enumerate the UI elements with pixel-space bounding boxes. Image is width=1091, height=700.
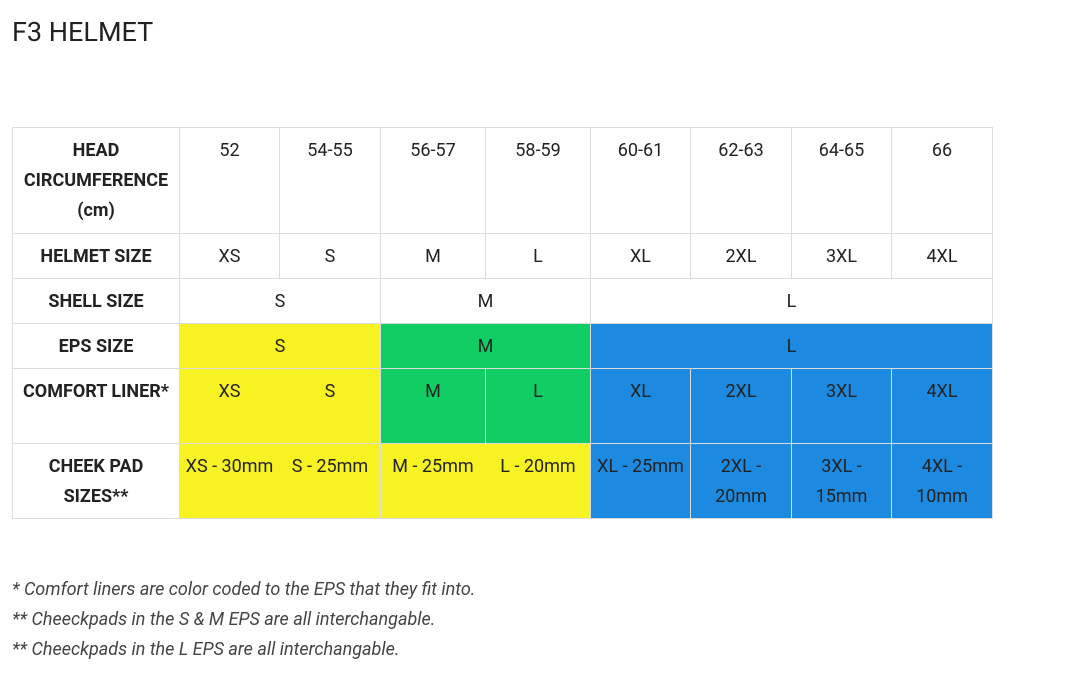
cell: 66 [891,127,993,234]
cell: 4XL - 10mm [891,443,993,519]
table-row: HEAD CIRCUMFERENCE (cm) 52 54-55 56-57 5… [12,127,993,234]
cell: S [179,323,381,369]
row-header: COMFORT LINER* [12,368,180,444]
cell: 58-59 [485,127,591,234]
cell: XL - 25mm [590,443,691,519]
cell: 3XL [791,368,892,444]
row-header: CHEEK PAD SIZES** [12,443,180,519]
cell: M [380,278,591,324]
cell: L [485,368,591,444]
cell: M [380,323,591,369]
cell: 2XL - 20mm [690,443,792,519]
cell: 3XL [791,233,892,279]
cell: 64-65 [791,127,892,234]
cell: 3XL - 15mm [791,443,892,519]
cell: 56-57 [380,127,486,234]
cell: L [590,278,993,324]
cell: 2XL [690,233,792,279]
table-row: SHELL SIZE S M L [12,278,993,324]
footnote: ** Cheeckpads in the L EPS are all inter… [12,639,400,660]
cell: XL [590,233,691,279]
cell: 54-55 [279,127,381,234]
cell: L - 20mm [485,443,591,519]
table-row: COMFORT LINER* XS S M L XL 2XL 3XL 4XL [12,368,993,444]
cell: L [590,323,993,369]
cell: M [380,233,486,279]
cell: 62-63 [690,127,792,234]
page-title: F3 HELMET [12,16,154,48]
row-header: HELMET SIZE [12,233,180,279]
cell: S [279,368,381,444]
footnotes: * Comfort liners are color coded to the … [12,575,475,665]
table-row: CHEEK PAD SIZES** XS - 30mm S - 25mm M -… [12,443,993,519]
cell: S [279,233,381,279]
cell: 2XL [690,368,792,444]
cell: S [179,278,381,324]
cell: XS - 30mm [179,443,280,519]
cell: M - 25mm [380,443,486,519]
table-row: HELMET SIZE XS S M L XL 2XL 3XL 4XL [12,233,993,279]
cell: XS [179,368,280,444]
row-header: SHELL SIZE [12,278,180,324]
table-row: EPS SIZE S M L [12,323,993,369]
cell: XS [179,233,280,279]
row-header: HEAD CIRCUMFERENCE (cm) [12,127,180,234]
cell: 60-61 [590,127,691,234]
cell: 4XL [891,368,993,444]
footnote: ** Cheeckpads in the S & M EPS are all i… [12,609,436,630]
row-header: EPS SIZE [12,323,180,369]
cell: XL [590,368,691,444]
footnote: * Comfort liners are color coded to the … [12,579,476,600]
cell: L [485,233,591,279]
cell: S - 25mm [279,443,381,519]
size-table: HEAD CIRCUMFERENCE (cm) 52 54-55 56-57 5… [12,127,993,519]
cell: 52 [179,127,280,234]
cell: M [380,368,486,444]
cell: 4XL [891,233,993,279]
